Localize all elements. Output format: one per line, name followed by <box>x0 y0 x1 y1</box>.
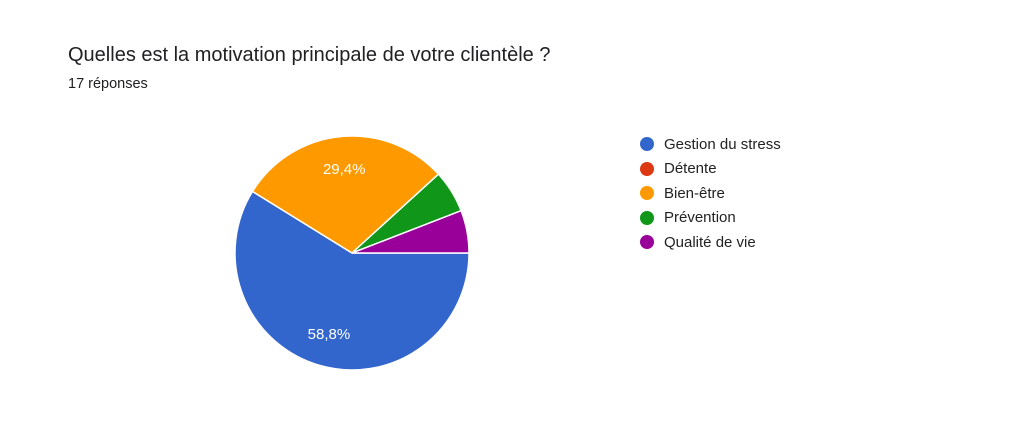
legend-swatch-icon <box>640 235 654 250</box>
legend-item[interactable]: Gestion du stress <box>640 132 781 157</box>
legend-item[interactable]: Bien-être <box>640 181 781 206</box>
legend-item[interactable]: Détente <box>640 157 781 182</box>
legend-item[interactable]: Qualité de vie <box>640 230 781 255</box>
chart-title: Quelles est la motivation principale de … <box>68 44 551 66</box>
data-label: 29,4% <box>323 161 366 178</box>
pie-slice-qualit-de-vie[interactable] <box>351 209 470 254</box>
legend-label: Bien-être <box>664 184 725 202</box>
legend-swatch-icon <box>640 186 654 201</box>
pie-slice-bien-tre[interactable] <box>251 135 440 254</box>
response-count: 17 réponses <box>68 76 148 92</box>
chart-legend: Gestion du stress Détente Bien-être Prévent… <box>640 132 781 255</box>
legend-label: Prévention <box>664 209 736 227</box>
legend-label: Gestion du stress <box>664 135 781 153</box>
data-label: 58,8% <box>308 326 351 343</box>
legend-swatch-icon <box>640 161 654 176</box>
legend-label: Qualité de vie <box>664 233 756 251</box>
legend-label: Détente <box>664 160 717 178</box>
legend-swatch-icon <box>640 137 654 152</box>
pie-slice-gestion-du-stress[interactable] <box>234 190 470 371</box>
legend-swatch-icon <box>640 210 654 225</box>
legend-item[interactable]: Prévention <box>640 206 781 231</box>
